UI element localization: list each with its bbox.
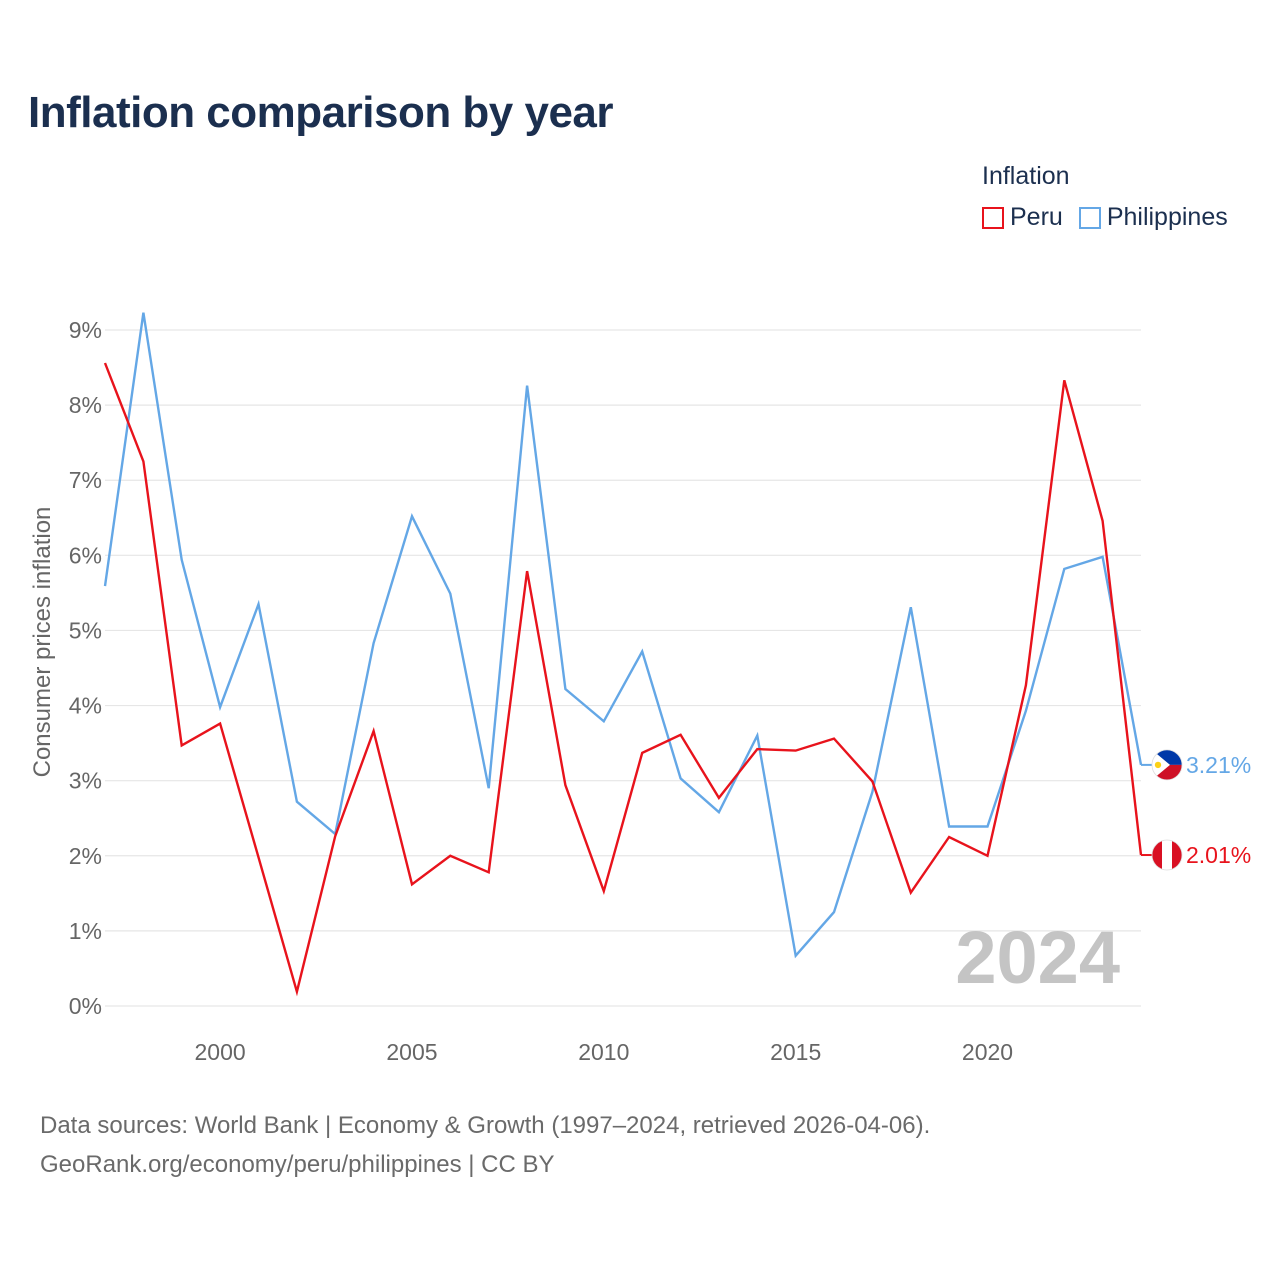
legend-swatch-philippines [1078,206,1101,229]
legend-item-peru[interactable]: Peru [982,203,1063,232]
end-value-label-philippines: 3.21% [1186,752,1251,778]
legend-item-philippines[interactable]: Philippines [1078,203,1228,232]
y-axis-label: Consumer prices inflation [29,507,56,778]
x-tick-label: 2000 [195,1039,246,1065]
footer: Data sources: World Bank | Economy & Gro… [40,1106,930,1184]
year-watermark: 2024 [955,916,1120,999]
x-tick-label: 2015 [770,1039,821,1065]
y-tick-label: 3% [69,768,102,794]
chart-title: Inflation comparison by year [28,88,614,137]
y-tick-label: 9% [69,317,102,343]
y-tick-label: 0% [69,993,102,1019]
y-tick-label: 1% [69,918,102,944]
y-tick-label: 2% [69,843,102,869]
legend-title: Inflation [982,162,1070,190]
y-tick-label: 4% [69,693,102,719]
y-tick-label: 5% [69,617,102,643]
footer-sources: Data sources: World Bank | Economy & Gro… [40,1112,931,1139]
peru-flag-icon [1151,839,1183,871]
legend: Inflation Peru Philippines [982,162,1228,232]
x-tick-label: 2020 [962,1039,1013,1065]
x-tick-label: 2010 [578,1039,629,1065]
y-tick-label: 6% [69,542,102,568]
series-line-peru [103,362,1143,997]
legend-swatch-peru [982,206,1004,229]
legend-label-peru: Peru [1010,203,1063,231]
y-tick-label: 8% [69,392,102,418]
end-value-label-peru: 2.01% [1186,842,1251,868]
legend-label-philippines: Philippines [1106,203,1228,231]
y-tick-label: 7% [69,467,102,493]
philippines-flag-icon [1151,749,1183,781]
footer-credit: GeoRank.org/economy/peru/philippines | C… [40,1151,555,1178]
series-line-philippines [103,312,1143,959]
x-tick-label: 2005 [386,1039,437,1065]
